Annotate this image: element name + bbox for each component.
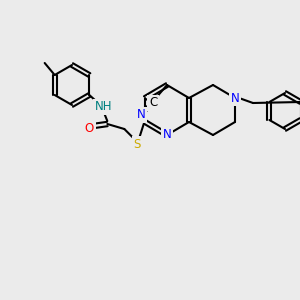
Text: C: C — [149, 97, 157, 110]
Text: S: S — [134, 137, 141, 151]
Text: N: N — [231, 92, 239, 104]
Text: N: N — [136, 109, 146, 122]
Text: O: O — [85, 122, 94, 134]
Text: N: N — [163, 128, 171, 142]
Text: NH: NH — [94, 100, 112, 113]
